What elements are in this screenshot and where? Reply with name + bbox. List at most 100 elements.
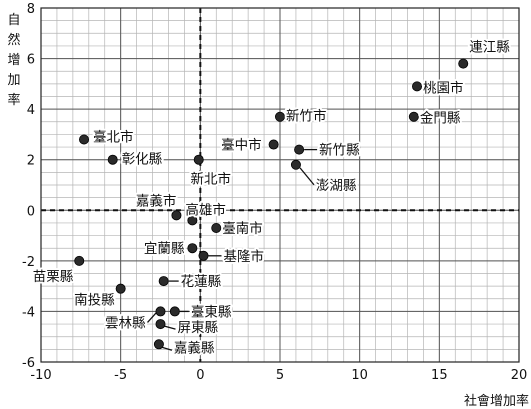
label-leaders (147, 148, 318, 351)
data-point (107, 154, 118, 165)
point-label-halo: 臺中市 (221, 137, 262, 154)
x-tick-label: 0 (196, 368, 204, 383)
data-point (155, 319, 166, 330)
data-point (169, 306, 180, 317)
plot-frame (40, 7, 520, 363)
label-leader-line (299, 167, 315, 186)
data-point (187, 243, 198, 254)
point-label: 屏東縣 (178, 320, 219, 336)
y-axis-label: 自然增加率 (7, 13, 20, 108)
data-point (198, 250, 209, 261)
data-point (294, 144, 305, 155)
data-point (458, 58, 469, 69)
point-label-halo: 桃園市 (423, 79, 464, 96)
x-axis-ticks: -10 -5 0 5 10 15 20 (30, 368, 527, 383)
point-label: 桃園市 (423, 79, 464, 96)
point-label-halo: 宜蘭縣 (144, 241, 185, 257)
point-label: 南投縣 (74, 293, 115, 309)
point-label-halo: 花蓮縣 (181, 274, 222, 290)
point-label-halo: 基隆市 (224, 248, 265, 265)
y-tick-label: 8 (27, 2, 35, 17)
y-axis-label-char: 增 (7, 53, 20, 68)
point-label: 金門縣 (420, 111, 461, 127)
data-point (268, 139, 279, 150)
point-label-halo: 彰化縣 (122, 151, 163, 168)
point-label: 新北市 (190, 171, 231, 188)
point-label: 新竹市 (286, 108, 327, 125)
point-label: 宜蘭縣 (144, 241, 185, 257)
x-tick-label: -10 (30, 368, 51, 383)
point-label-halo: 嘉義市 (136, 192, 177, 209)
data-point (193, 154, 204, 165)
y-tick-label: 6 (27, 53, 35, 68)
data-point (408, 111, 419, 122)
point-label-halo: 臺南市 (222, 220, 263, 237)
point-label-halo: 臺東縣 (191, 304, 232, 320)
data-point (412, 81, 423, 92)
x-tick-label: 10 (351, 368, 368, 383)
point-label-halo: 金門縣 (420, 111, 461, 127)
point-label: 嘉義縣 (174, 339, 215, 356)
y-axis-label-char: 率 (7, 92, 20, 108)
label-leader-line (164, 325, 176, 330)
y-tick-label: 4 (27, 103, 35, 118)
point-label-halo: 臺北市 (93, 128, 133, 145)
x-axis-label: 社會增加率 (464, 393, 529, 409)
label-leader-line (161, 346, 173, 351)
y-axis-ticks: -6 -4 -2 0 2 4 6 8 (22, 2, 35, 371)
point-label-halo: 雲林縣 (105, 315, 146, 331)
point-label-halo: 澎湖縣 (316, 178, 357, 194)
point-label-halo: 新竹縣 (319, 143, 360, 159)
point-label: 臺中市 (221, 137, 262, 154)
data-point (153, 339, 164, 350)
y-tick-label: -2 (22, 255, 35, 270)
point-label-halo: 新竹市 (286, 108, 327, 125)
point-label: 連江縣 (469, 40, 510, 56)
data-point (158, 276, 169, 287)
x-tick-label: 15 (431, 368, 448, 383)
label-leader-line (147, 311, 157, 323)
x-tick-label: -5 (114, 368, 127, 383)
y-axis-label-char: 加 (7, 73, 20, 88)
y-tick-label: -6 (22, 356, 35, 371)
point-label: 臺南市 (222, 220, 263, 237)
point-label: 高雄市 (185, 201, 226, 218)
x-tick-label: 20 (511, 368, 528, 383)
point-label: 臺東縣 (191, 304, 232, 320)
x-tick-label: 5 (276, 368, 284, 383)
zero-lines (41, 8, 519, 362)
point-label: 嘉義市 (136, 192, 177, 209)
point-label: 澎湖縣 (316, 178, 357, 194)
point-labels: 連江縣連江縣桃園市桃園市金門縣金門縣新竹市新竹市臺北市臺北市彰化縣彰化縣新北市新… (31, 38, 512, 359)
y-tick-label: 2 (27, 154, 35, 169)
y-tick-label: -4 (22, 305, 35, 320)
point-label: 花蓮縣 (181, 274, 222, 290)
data-point (211, 222, 222, 233)
point-label: 新竹縣 (319, 143, 360, 159)
point-label: 臺北市 (93, 128, 133, 145)
point-label-halo: 苗栗縣 (33, 269, 74, 285)
y-tick-label: 0 (27, 204, 35, 219)
data-point (274, 111, 285, 122)
point-label: 彰化縣 (122, 151, 163, 168)
point-label-halo: 新北市 (190, 171, 231, 188)
data-point (171, 210, 182, 221)
data-points (74, 58, 469, 350)
point-label-halo: 高雄市 (185, 201, 226, 218)
point-label-halo: 南投縣 (74, 293, 115, 309)
point-label-halo: 屏東縣 (178, 320, 219, 336)
data-point (187, 215, 198, 226)
point-label: 苗栗縣 (33, 269, 74, 285)
y-axis-label-char: 自 (7, 13, 20, 28)
y-axis-label-char: 然 (7, 32, 20, 48)
data-point (290, 159, 301, 170)
point-label: 雲林縣 (105, 315, 146, 331)
point-label: 基隆市 (224, 248, 265, 265)
data-point (155, 306, 166, 317)
data-point (115, 283, 126, 294)
point-label-halo: 連江縣 (469, 40, 510, 56)
data-point (74, 255, 85, 266)
point-label-halo: 嘉義縣 (174, 339, 215, 356)
data-point (79, 134, 90, 145)
